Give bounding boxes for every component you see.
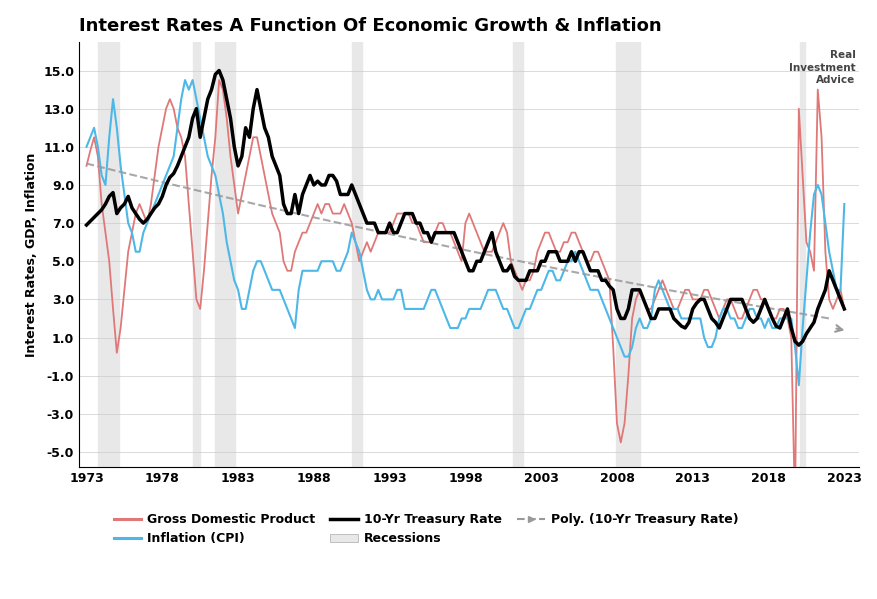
Bar: [616, 42, 639, 467]
Bar: [193, 42, 200, 467]
Y-axis label: Interest Rates, GDP, Inflation: Interest Rates, GDP, Inflation: [25, 152, 38, 357]
Bar: [216, 42, 236, 467]
Text: Interest Rates A Function Of Economic Growth & Inflation: Interest Rates A Function Of Economic Gr…: [79, 17, 661, 35]
Bar: [98, 42, 119, 467]
Bar: [513, 42, 524, 467]
Text: Real
Investment
Advice: Real Investment Advice: [789, 50, 856, 85]
Bar: [800, 42, 805, 467]
Legend: Gross Domestic Product, Inflation (CPI), 10-Yr Treasury Rate, Recessions, Poly. : Gross Domestic Product, Inflation (CPI),…: [109, 508, 744, 550]
Bar: [352, 42, 362, 467]
